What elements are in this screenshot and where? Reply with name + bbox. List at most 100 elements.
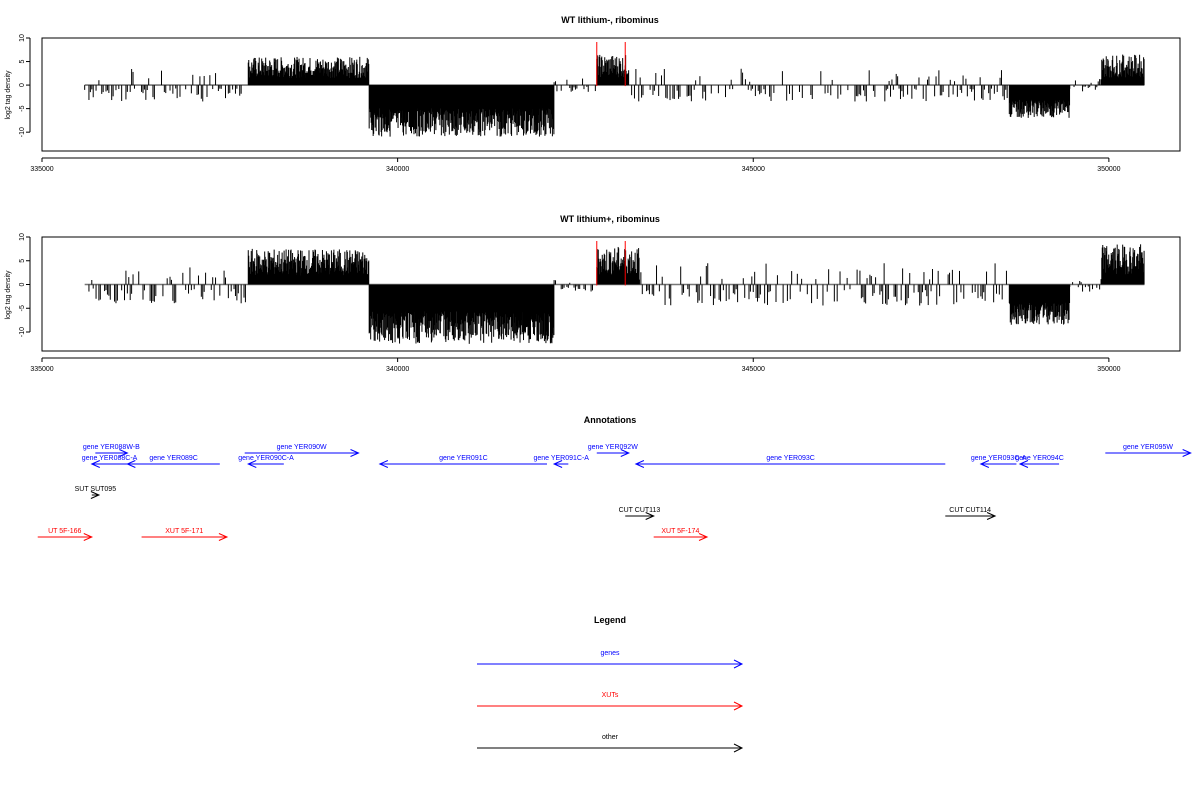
annotation-feature: gene YER093C (634, 455, 946, 468)
feature-arrowhead (83, 533, 94, 541)
feature-label: gene YER088W-B (83, 444, 140, 451)
x-tick-label: 335000 (30, 366, 53, 373)
annotation-feature: gene YER093C-A (971, 455, 1027, 468)
feature-arrowhead (552, 460, 563, 468)
feature-label: gene YER090W (277, 444, 327, 451)
legend-items: genes XUTs other (477, 650, 744, 753)
feature-label: CUT CUT113 (619, 507, 661, 514)
annotation-feature: gene YER089C (126, 455, 220, 468)
feature-arrowhead (126, 460, 136, 468)
track-panel-1: WT lithium-, ribominus log2 tag density … (5, 15, 1181, 173)
panel-1-x-axis: 335000 340000 345000 350000 (30, 157, 1121, 173)
y-tick-label: -10 (19, 127, 26, 137)
feature-label: gene YER092W (588, 444, 638, 451)
feature-label: gene YER088C-A (82, 455, 138, 462)
annotation-feature: gene YER090C-A (238, 455, 294, 468)
feature-arrowhead (247, 460, 257, 468)
x-tick-label: 340000 (386, 366, 409, 373)
feature-label: CUT CUT114 (949, 507, 991, 514)
feature-arrowhead (698, 533, 709, 541)
legend-arrowhead (733, 659, 744, 669)
annotation-feature: gene YER088W-B (83, 444, 140, 457)
annotation-feature: gene YER088C-A (82, 455, 138, 468)
annotation-feature: UT 5F-166 (37, 528, 94, 541)
panel-1-bars (84, 54, 1145, 137)
feature-arrowhead (1182, 449, 1192, 457)
annotation-feature: gene YER094C (1015, 455, 1064, 468)
legend-label: other (602, 734, 619, 741)
y-tick-label: 5 (19, 59, 26, 63)
feature-label: gene YER089C (149, 455, 198, 462)
y-tick-label: -5 (19, 105, 26, 111)
legend-arrowhead (733, 701, 744, 711)
y-tick-label: 10 (19, 233, 26, 241)
feature-arrowhead (218, 533, 229, 541)
feature-arrowhead (634, 460, 645, 468)
panel-2-y-axis: 10 5 0 -5 -10 (19, 233, 31, 337)
panel-2-title: WT lithium+, ribominus (560, 214, 660, 224)
feature-arrowhead (90, 460, 100, 468)
annotations-title: Annotations (584, 415, 637, 425)
panel-2-highlight-lines (596, 241, 626, 286)
feature-arrowhead (986, 512, 997, 520)
annotation-feature: gene YER091C (378, 455, 547, 468)
panel-1-title: WT lithium-, ribominus (561, 15, 659, 25)
feature-label: gene YER090C-A (238, 455, 294, 462)
legend-title: Legend (594, 615, 626, 625)
feature-label: UT 5F-166 (48, 528, 81, 535)
legend-item: genes (477, 650, 744, 669)
panel-2-x-axis: 335000 340000 345000 350000 (30, 357, 1121, 373)
feature-label: gene YER095W (1123, 444, 1173, 451)
x-tick-label: 345000 (742, 166, 765, 173)
annotation-feature: XUT 5F-174 (653, 528, 709, 541)
feature-arrowhead (620, 449, 631, 457)
feature-arrowhead (979, 460, 990, 468)
feature-label: gene YER091C (439, 455, 488, 462)
panel-2-frame (41, 236, 1181, 352)
legend-panel: Legend genes XUTs other (477, 615, 744, 753)
y-tick-label: -10 (19, 327, 26, 337)
y-tick-label: 10 (19, 34, 26, 42)
feature-label: gene YER094C (1015, 455, 1064, 462)
annotation-feature: gene YER091C-A (533, 455, 589, 468)
feature-arrowhead (119, 449, 129, 457)
feature-arrowhead (645, 512, 655, 520)
panel-1-highlight-lines (596, 42, 626, 87)
feature-arrowhead (90, 491, 101, 499)
annotation-feature: SUT SUT095 (75, 486, 117, 499)
legend-label: XUTs (602, 692, 619, 699)
annotations-panel: Annotations gene YER088W-B gene YER088C-A… (37, 415, 1192, 541)
panel-1-ylabel: log2 tag density (5, 70, 12, 120)
panel-2-bars (84, 244, 1145, 344)
annotation-feature: CUT CUT113 (619, 507, 661, 520)
feature-label: gene YER093C (766, 455, 815, 462)
annotation-feature: CUT CUT114 (945, 507, 997, 520)
feature-label: gene YER091C-A (533, 455, 589, 462)
panel-1-y-axis: 10 5 0 -5 -10 (19, 34, 31, 137)
x-tick-label: 345000 (742, 366, 765, 373)
feature-label: SUT SUT095 (75, 486, 117, 493)
feature-label: gene YER093C-A (971, 455, 1027, 462)
annotation-feature: gene YER092W (588, 444, 638, 457)
annotation-features: gene YER088W-B gene YER088C-A gene YER089C… (37, 444, 1192, 541)
track-panel-2: WT lithium+, ribominus log2 tag density … (5, 214, 1181, 373)
feature-arrowhead (350, 449, 360, 457)
legend-label: genes (600, 650, 620, 657)
annotation-feature: gene YER095W (1105, 444, 1192, 457)
y-tick-label: 0 (19, 282, 26, 286)
y-tick-label: -5 (19, 305, 26, 311)
x-tick-label: 350000 (1097, 166, 1120, 173)
panel-1-frame (41, 37, 1181, 152)
panel-2-ylabel: log2 tag density (5, 270, 12, 320)
x-tick-label: 335000 (30, 166, 53, 173)
y-tick-label: 5 (19, 259, 26, 263)
feature-arrowhead (1018, 460, 1029, 468)
x-tick-label: 340000 (386, 166, 409, 173)
legend-arrowhead (733, 743, 744, 753)
legend-item: XUTs (477, 692, 744, 711)
annotation-feature: gene YER090W (244, 444, 360, 457)
annotation-feature: XUT 5F-171 (141, 528, 229, 541)
feature-label: XUT 5F-174 (661, 528, 699, 535)
y-tick-label: 0 (19, 83, 26, 87)
